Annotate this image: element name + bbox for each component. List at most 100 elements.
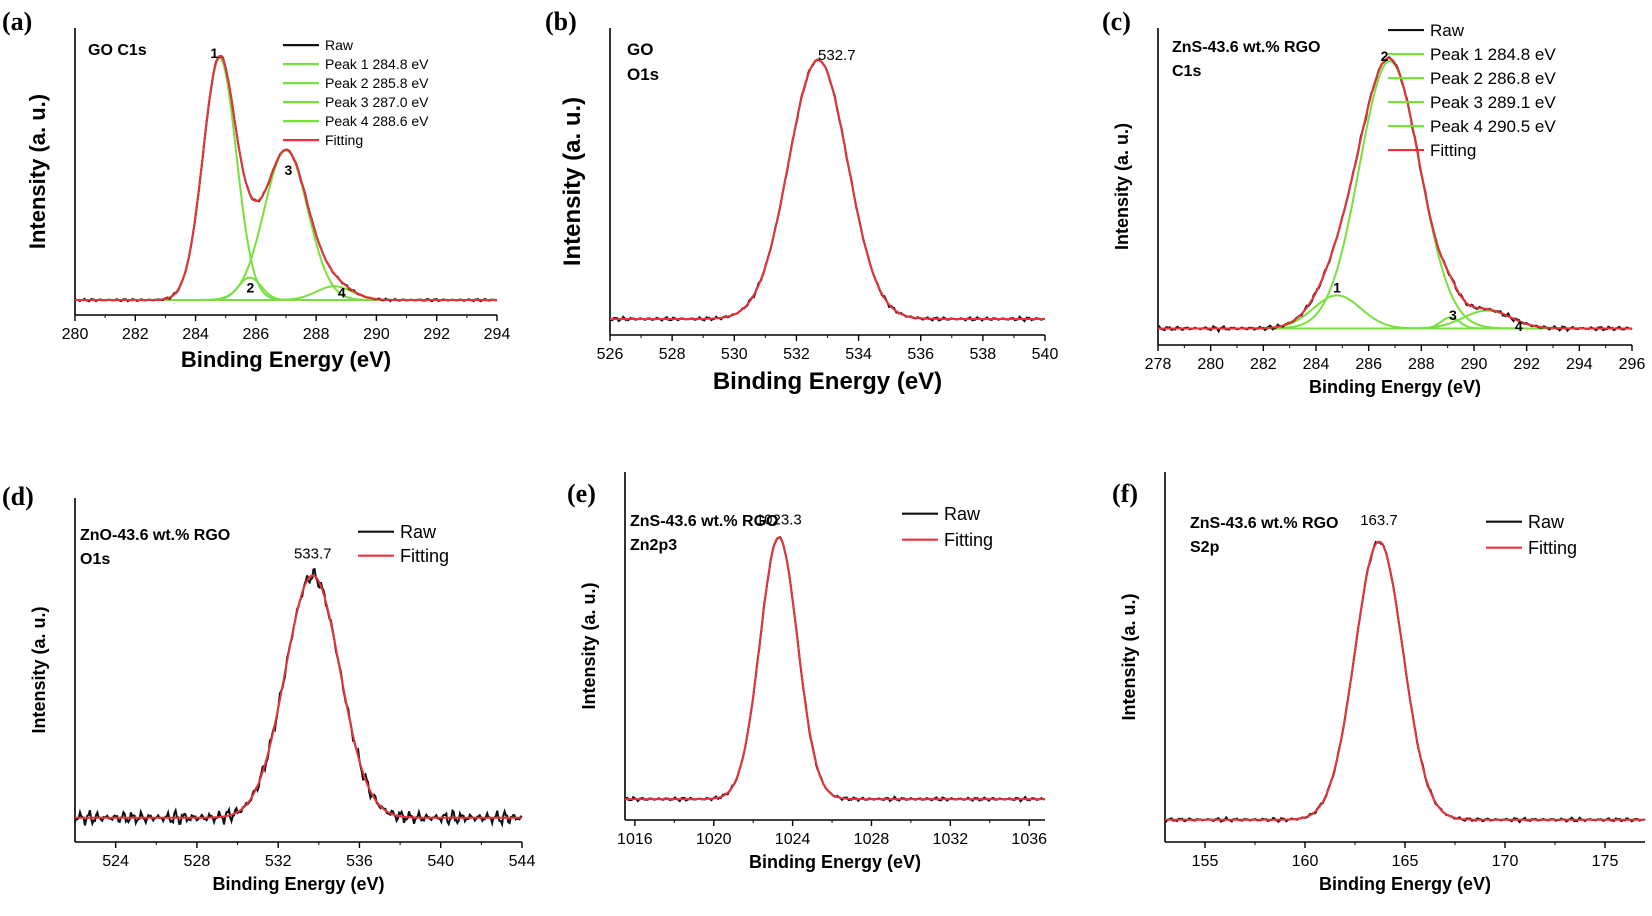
legend: Raw Fitting xyxy=(358,522,449,566)
x-tick-label: 175 xyxy=(1592,853,1619,870)
fitting-curve xyxy=(625,536,1045,801)
legend-label: Peak 1 284.8 eV xyxy=(325,56,429,72)
legend-label: Raw xyxy=(1430,21,1465,40)
chart-panel-b: 526 528 530 532 534 536 538 540 Binding Energy (… xyxy=(545,7,1058,395)
x-tick-label: 288 xyxy=(1408,356,1435,373)
peak-4-curve xyxy=(75,285,497,301)
fitting-curve xyxy=(75,574,522,819)
raw-curve xyxy=(74,55,498,303)
fitting-curve xyxy=(610,59,1045,320)
chart-panel-c: 278 280 282 284 286 288 290 292 294 296 Binding En… xyxy=(1102,7,1645,397)
peak-number-label: 2 xyxy=(247,280,255,296)
x-tick-label: 155 xyxy=(1192,853,1219,870)
sample-annotation: ZnS-43.6 wt.% RGO xyxy=(1190,515,1338,532)
legend: Raw Fitting xyxy=(902,504,993,550)
y-axis-label: Intensity (a. u.) xyxy=(559,97,586,266)
legend-label: Fitting xyxy=(400,546,449,566)
legend-label: Fitting xyxy=(1528,538,1577,558)
panel-label: (e) xyxy=(567,479,596,508)
raw-curve xyxy=(1157,56,1633,334)
peak-number-label: 4 xyxy=(1515,318,1523,334)
x-axis-label: Binding Energy (eV) xyxy=(1319,874,1491,894)
peak-2-curve xyxy=(75,276,497,301)
x-tick-label: 528 xyxy=(184,853,211,870)
legend-label: Raw xyxy=(944,504,981,524)
legend: Raw Peak 1 284.8 eV Peak 2 285.8 eV Peak 3 … xyxy=(283,37,429,148)
peak-number-label: 1 xyxy=(210,45,218,61)
legend-label: Peak 1 284.8 eV xyxy=(1430,45,1556,64)
x-tick-label: 286 xyxy=(1355,356,1382,373)
x-axis-label: Binding Energy (eV) xyxy=(1309,377,1481,397)
sample-annotation: ZnS-43.6 wt.% RGO xyxy=(630,513,778,530)
legend-label: Fitting xyxy=(944,530,993,550)
chart-panel-f: 155 160 165 170 175 Binding Energy (eV) Intens… xyxy=(1112,472,1646,894)
x-tick-label: 292 xyxy=(423,326,450,343)
sample-annotation: C1s xyxy=(1172,63,1201,80)
raw-curve xyxy=(609,58,1046,323)
sample-annotation: GO xyxy=(627,40,653,59)
x-tick-label: 532 xyxy=(265,853,292,870)
x-tick-label: 536 xyxy=(907,346,934,363)
x-tick-label: 286 xyxy=(243,326,270,343)
sample-annotation: ZnS-43.6 wt.% RGO xyxy=(1172,39,1320,56)
sample-annotation: ZnO-43.6 wt.% RGO xyxy=(80,527,230,544)
sample-annotation: S2p xyxy=(1190,539,1220,556)
peak-value-label: 532.7 xyxy=(818,47,856,64)
chart-panel-a: 280 282 284 286 288 290 292 294 Binding Energy (… xyxy=(2,7,510,372)
x-axis-label: Binding Energy (eV) xyxy=(212,874,384,894)
y-axis-label: Intensity (a. u.) xyxy=(1112,123,1132,250)
sample-annotation: GO C1s xyxy=(88,42,147,59)
legend-label: Fitting xyxy=(325,132,363,148)
y-axis-label: Intensity (a. u.) xyxy=(25,94,50,249)
peak-number-label: 2 xyxy=(1381,48,1389,64)
x-tick-label: 165 xyxy=(1392,853,1419,870)
panel-label: (c) xyxy=(1102,7,1131,36)
x-tick-label: 524 xyxy=(102,853,129,870)
x-tick-label: 1028 xyxy=(854,831,890,848)
chart-panel-e: 1016 1020 1024 1028 1032 1036 Binding Energy (… xyxy=(567,472,1047,872)
x-tick-label: 544 xyxy=(509,853,536,870)
x-tick-label: 1036 xyxy=(1011,831,1047,848)
x-tick-label: 538 xyxy=(970,346,997,363)
raw-curve xyxy=(624,536,1046,803)
x-tick-label: 540 xyxy=(427,853,454,870)
x-tick-label: 282 xyxy=(1250,356,1277,373)
legend-label: Peak 2 285.8 eV xyxy=(325,75,429,91)
legend-label: Raw xyxy=(325,37,354,53)
legend: Raw Peak 1 284.8 eV Peak 2 286.8 eV Peak 3 … xyxy=(1388,21,1556,160)
peak-value-label: 1023.3 xyxy=(756,511,802,528)
peak-number-label: 4 xyxy=(338,285,346,301)
legend-label: Peak 4 290.5 eV xyxy=(1430,117,1556,136)
x-axis-label: Binding Energy (eV) xyxy=(181,347,391,372)
peak-number-label: 1 xyxy=(1333,280,1341,296)
panel-label: (f) xyxy=(1112,479,1138,508)
x-tick-label: 292 xyxy=(1513,356,1540,373)
x-tick-label: 1020 xyxy=(696,831,732,848)
panel-label: (b) xyxy=(545,7,577,36)
x-tick-label: 536 xyxy=(346,853,373,870)
x-tick-label: 280 xyxy=(1197,356,1224,373)
x-tick-label: 532 xyxy=(783,346,810,363)
legend-label: Raw xyxy=(400,522,437,542)
x-tick-label: 280 xyxy=(62,326,89,343)
y-axis-label: Intensity (a. u.) xyxy=(29,606,49,733)
x-axis-label: Binding Energy (eV) xyxy=(749,852,921,872)
x-tick-label: 160 xyxy=(1292,853,1319,870)
fitting-curve xyxy=(1165,540,1645,821)
x-tick-label: 530 xyxy=(721,346,748,363)
x-tick-label: 294 xyxy=(1566,356,1593,373)
x-tick-label: 526 xyxy=(597,346,624,363)
peak-1-curve xyxy=(1158,294,1632,330)
legend-label: Peak 2 286.8 eV xyxy=(1430,69,1556,88)
legend-label: Fitting xyxy=(1430,141,1476,160)
peak-number-label: 3 xyxy=(285,162,293,178)
x-tick-label: 294 xyxy=(484,326,511,343)
x-tick-label: 170 xyxy=(1492,853,1519,870)
panel-label: (a) xyxy=(2,7,32,36)
x-tick-label: 284 xyxy=(1303,356,1330,373)
sample-annotation: Zn2p3 xyxy=(630,537,677,554)
legend-label: Peak 4 288.6 eV xyxy=(325,113,429,129)
x-tick-label: 1032 xyxy=(933,831,969,848)
x-tick-label: 278 xyxy=(1145,356,1172,373)
